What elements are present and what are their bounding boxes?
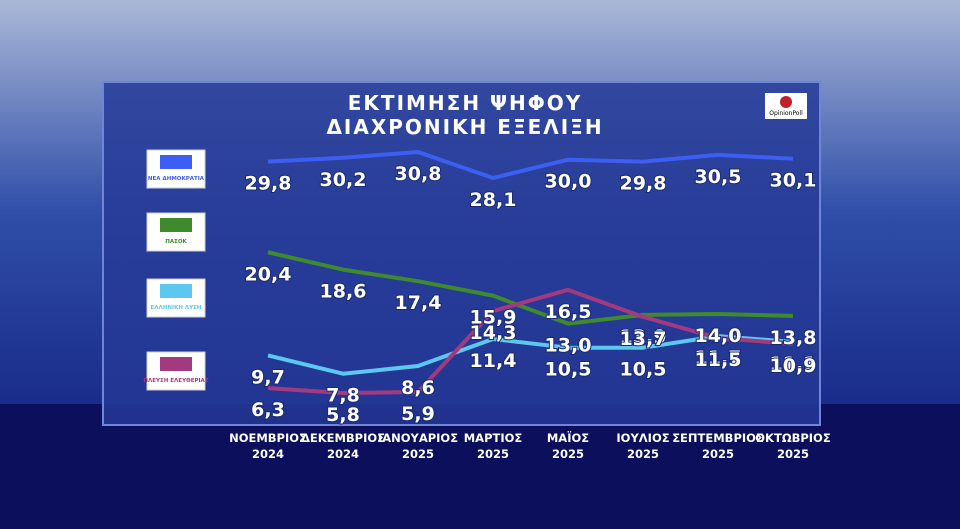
data-label: 13,9 [620, 326, 667, 348]
data-label: 28,1 [470, 189, 517, 211]
data-label: 20,4 [245, 263, 292, 285]
chart-subtitle: ΔΙΑΧΡΟΝΙΚΗ ΕΞΕΛΙΞΗ [326, 115, 603, 139]
data-label: 14,3 [470, 322, 517, 344]
legend: ΝΕΑ ΔΗΜΟΚΡΑΤΙΑ ΠΑΣΟΚ ΕΛΛΗΝΙΚΗ ΛΥΣΗ ΠΛΕΥΣΗ Ε… [143, 149, 209, 391]
data-label: 13,0 [545, 335, 592, 357]
data-label: 11,1 [770, 353, 817, 375]
data-label: 30,5 [695, 166, 742, 188]
data-label: 10,9 [770, 355, 817, 377]
x-tick-label: ΜΑΡΤΙΟΣ 2025 [463, 431, 523, 461]
data-label: 7,8 [326, 385, 360, 407]
legend-swatch [160, 218, 192, 232]
data-label: 11,5 [695, 349, 742, 371]
data-label: 10,5 [620, 359, 667, 381]
series-line [267, 287, 794, 395]
source-logo-icon [780, 96, 792, 108]
data-label: 10,5 [545, 359, 592, 381]
data-label: 16,5 [545, 301, 592, 323]
plot: 29,8 30,2 30,8 28,1 30,0 29,8 30,5 30,1 20,4 18,6… [244, 150, 817, 427]
data-label: 15,9 [470, 307, 517, 329]
legend-swatch [160, 357, 192, 371]
legend-swatch [160, 284, 192, 298]
data-label: 6,3 [251, 399, 285, 421]
series-line [267, 150, 794, 181]
chart-title: ΕΚΤΙΜΗΣΗ ΨΗΦΟΥ [348, 91, 582, 115]
series-line [267, 334, 794, 376]
data-label: 18,6 [320, 281, 367, 303]
x-tick-label: ΙΑΝΟΥΑΡΙΟΣ 2025 [377, 431, 459, 461]
data-label: 29,8 [620, 173, 667, 195]
data-label: 14,0 [695, 325, 742, 347]
legend-label: ΝΕΑ ΔΗΜΟΚΡΑΤΙΑ [148, 176, 205, 182]
x-tick-label: ΔΕΚΕΜΒΡΙΟΣ 2024 [300, 431, 386, 461]
series-line [267, 250, 794, 326]
data-label: 30,2 [320, 169, 367, 191]
data-label: 30,8 [395, 163, 442, 185]
x-tick-label: ΝΟΕΜΒΡΙΟΣ 2024 [229, 431, 307, 461]
data-label: 11,4 [470, 350, 517, 372]
x-tick-label: ΜΑΪΟΣ 2025 [546, 431, 590, 461]
legend-label: ΕΛΛΗΝΙΚΗ ΛΥΣΗ [151, 305, 202, 311]
data-label: 8,6 [401, 377, 435, 399]
data-label: 9,7 [251, 366, 285, 388]
panel [102, 81, 821, 426]
data-label: 13,7 [620, 328, 667, 350]
data-label: 11,7 [695, 347, 742, 369]
legend-label: ΠΑΣΟΚ [165, 239, 187, 245]
data-label: 29,8 [245, 173, 292, 195]
data-label: 30,1 [770, 170, 817, 192]
x-tick-label: ΟΚΤΩΒΡΙΟΣ 2025 [755, 431, 831, 461]
data-label: 30,0 [545, 171, 592, 193]
data-label: 5,8 [326, 404, 360, 426]
x-tick-label: ΣΕΠΤΕΜΒΡΙΟΣ 2025 [672, 431, 764, 461]
data-label: 5,9 [401, 403, 435, 425]
source-logo: OpinionPoll [769, 110, 803, 117]
data-label: 13,8 [770, 327, 817, 349]
legend-label: ΠΛΕΥΣΗ ΕΛΕΥΘΕΡΙΑΣ [143, 378, 208, 384]
x-tick-label: ΙΟΥΛΙΟΣ 2025 [616, 431, 670, 461]
legend-swatch [160, 155, 192, 169]
data-label: 17,4 [395, 292, 442, 314]
